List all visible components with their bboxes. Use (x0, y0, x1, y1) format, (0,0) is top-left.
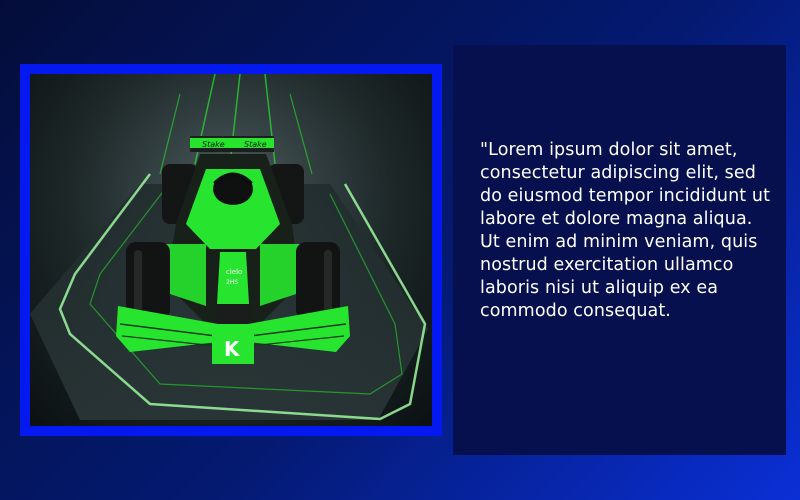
svg-text:K: K (224, 337, 241, 361)
svg-text:cielo: cielo (226, 268, 242, 276)
svg-text:Stake: Stake (244, 140, 267, 149)
quote-text: "Lorem ipsum dolor sit amet, consectetur… (480, 140, 771, 321)
formula-one-car-icon: Stake Stake cielo 2HS (30, 74, 432, 426)
svg-text:Stake: Stake (202, 140, 225, 149)
text-panel: "Lorem ipsum dolor sit amet, consectetur… (453, 45, 786, 455)
image-frame: Stake Stake cielo 2HS (20, 64, 442, 436)
svg-text:2HS: 2HS (226, 279, 238, 286)
f1-car-image: Stake Stake cielo 2HS (30, 74, 432, 426)
